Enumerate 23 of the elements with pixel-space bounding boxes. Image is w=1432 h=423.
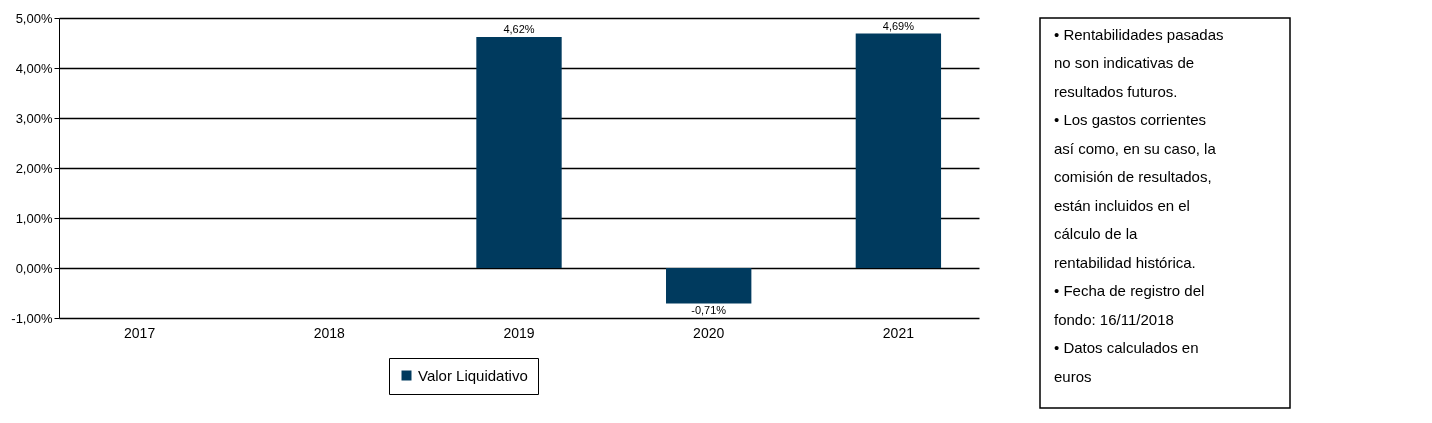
x-tick-label: 2017 [124, 324, 156, 341]
y-tick-label: 2,00% [15, 160, 53, 176]
text: • Los gastos corrientes así como, en su caso, la comisión de resultados, están incluidos en el cálculo de la rentabilidad histórica. [1054, 111, 1217, 271]
x-tick-label: 2019 [503, 324, 535, 341]
x-tick-label: 2020 [693, 324, 725, 341]
y-tick-label: 5,00% [15, 10, 53, 26]
y-tick-label: 1,00% [15, 210, 53, 226]
bar [666, 268, 752, 304]
data-label: 4,69% [882, 19, 915, 32]
x-tick-label: 2018 [313, 324, 346, 341]
y-tick-label: 4,00% [15, 60, 53, 76]
bar [476, 37, 562, 268]
data-label: 4,62% [503, 23, 535, 35]
y-tick-label: 3,00% [15, 110, 53, 126]
y-tick-label: -1,00% [11, 310, 53, 326]
legend-label: Valor Liquidativo [418, 366, 528, 384]
text: • Fecha de registro del fondo: 16/11/2018 [1054, 282, 1205, 328]
bar [855, 33, 942, 268]
y-tick-label: 0,00% [15, 260, 53, 276]
text: • Datos calculados en euros [1054, 339, 1199, 385]
data-label: -0,71% [691, 303, 727, 316]
text: • Rentabilidades pasadas no son indicativas de resultados futuros. [1054, 26, 1224, 100]
x-tick-label: 2021 [882, 324, 915, 341]
